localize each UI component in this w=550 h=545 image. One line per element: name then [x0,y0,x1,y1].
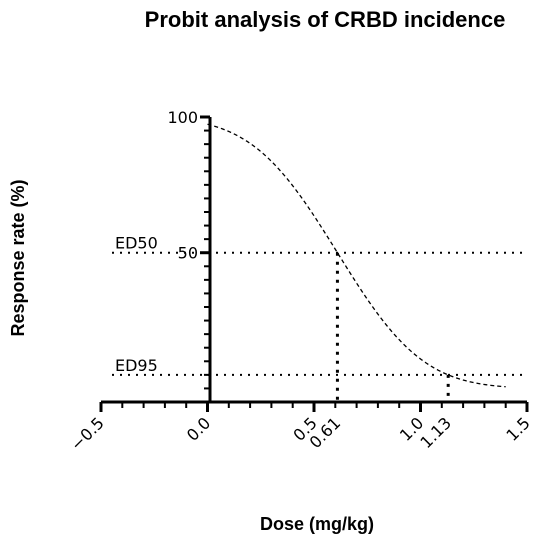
probit-curve [207,123,506,388]
x-tick-label: 1.13 [416,413,455,452]
chart-title: Probit analysis of CRBD incidence [145,7,506,32]
y-tick-label: 100 [167,108,198,127]
y-tick-label: 50 [178,244,198,263]
x-tick-label: −0.5 [67,413,108,454]
y-axis-label: Response rate (%) [8,179,28,336]
x-axis-label: Dose (mg/kg) [260,514,374,534]
reference-label: ED95 [115,356,158,375]
x-tick-label: 0.0 [183,413,214,444]
reference-label: ED50 [115,234,158,253]
x-tick-label: 1.5 [502,413,533,444]
